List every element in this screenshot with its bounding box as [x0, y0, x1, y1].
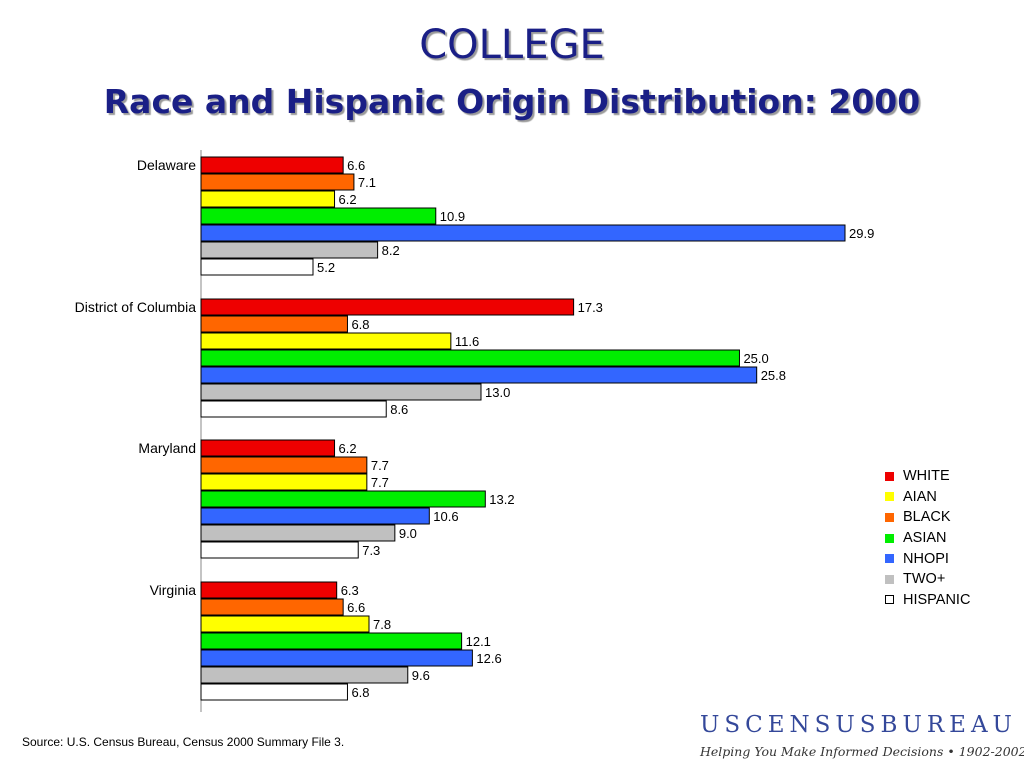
- legend-label: WHITE: [903, 468, 950, 485]
- data-label: 7.7: [371, 458, 389, 473]
- data-label: 7.1: [358, 175, 376, 190]
- data-label: 9.6: [412, 668, 430, 683]
- category-label: Virginia: [150, 582, 197, 598]
- legend-item: BLACK: [885, 507, 970, 528]
- bar-nhopi: [200, 649, 473, 667]
- data-label: 8.6: [390, 402, 408, 417]
- bar-twoplus: [200, 241, 379, 259]
- data-label: 11.6: [455, 334, 479, 349]
- legend-item: WHITE: [885, 466, 970, 487]
- chart-title: COLLEGE: [419, 22, 605, 68]
- data-label: 6.6: [347, 600, 365, 615]
- bar-nhopi: [200, 224, 846, 242]
- legend-swatch: [885, 492, 894, 502]
- legend-item: ASIAN: [885, 528, 970, 549]
- bar-nhopi: [200, 507, 430, 525]
- data-label: 6.2: [339, 441, 357, 456]
- data-label: 10.9: [440, 209, 465, 224]
- legend-label: AIAN: [903, 488, 937, 505]
- bar-aian: [200, 615, 370, 633]
- bar-twoplus: [200, 383, 482, 401]
- data-label: 7.3: [362, 543, 380, 558]
- bar-twoplus: [200, 666, 409, 684]
- legend-label: NHOPI: [903, 550, 949, 567]
- data-label: 8.2: [382, 243, 400, 258]
- bar-white: [200, 156, 344, 174]
- census-logo-tagline: Helping You Make Informed Decisions • 19…: [700, 744, 1024, 759]
- bar-black: [200, 598, 344, 616]
- legend-swatch: [885, 574, 894, 584]
- category-label: Delaware: [137, 157, 196, 173]
- source-note: Source: U.S. Census Bureau, Census 2000 …: [22, 735, 345, 749]
- bar-black: [200, 173, 355, 191]
- legend-label: ASIAN: [903, 530, 947, 547]
- bar-white: [200, 439, 336, 457]
- category-label: District of Columbia: [75, 299, 197, 315]
- data-label: 6.8: [351, 317, 369, 332]
- data-label: 10.6: [433, 509, 458, 524]
- legend-swatch: [885, 554, 894, 564]
- legend-item: HISPANIC: [885, 590, 970, 611]
- data-label: 6.3: [341, 583, 359, 598]
- data-label: 13.2: [489, 492, 514, 507]
- data-label: 17.3: [578, 300, 603, 315]
- bar-black: [200, 315, 348, 333]
- census-logo-name: USCENSUSBUREAU: [700, 712, 1017, 738]
- bar-asian: [200, 207, 437, 225]
- bar-aian: [200, 190, 336, 208]
- bar-hispanic: [200, 400, 387, 418]
- bar-black: [200, 456, 368, 474]
- data-label: 12.6: [476, 651, 501, 666]
- data-label: 5.2: [317, 260, 335, 275]
- legend-swatch: [885, 512, 894, 522]
- category-label: Maryland: [138, 440, 196, 456]
- legend-swatch: [885, 533, 894, 543]
- data-label: 7.7: [371, 475, 389, 490]
- bar-white: [200, 298, 575, 316]
- data-label: 13.0: [485, 385, 510, 400]
- census-bureau-logo: USCENSUSBUREAU Helping You Make Informed…: [700, 712, 1024, 759]
- data-label: 6.6: [347, 158, 365, 173]
- legend-label: TWO+: [903, 571, 946, 588]
- chart-legend: WHITE AIAN BLACK ASIAN NHOPI TWO+ HISPANIC: [885, 466, 970, 610]
- bar-asian: [200, 349, 740, 367]
- data-label: 25.8: [761, 368, 786, 383]
- bar-white: [200, 581, 338, 599]
- bar-twoplus: [200, 524, 396, 542]
- data-label: 25.0: [743, 351, 768, 366]
- bar-hispanic: [200, 258, 314, 276]
- data-label: 7.8: [373, 617, 391, 632]
- data-label: 29.9: [849, 226, 874, 241]
- bar-hispanic: [200, 541, 359, 559]
- bar-asian: [200, 490, 486, 508]
- bar-hispanic: [200, 683, 348, 701]
- legend-item: AIAN: [885, 487, 970, 508]
- legend-item: TWO+: [885, 569, 970, 590]
- data-label: 9.0: [399, 526, 417, 541]
- bar-nhopi: [200, 366, 758, 384]
- data-label: 6.8: [351, 685, 369, 700]
- legend-swatch: [885, 595, 894, 605]
- legend-label: BLACK: [903, 509, 951, 526]
- chart-subtitle: Race and Hispanic Origin Distribution: 2…: [103, 82, 921, 121]
- data-label: 12.1: [466, 634, 491, 649]
- bar-aian: [200, 332, 452, 350]
- data-label: 6.2: [339, 192, 357, 207]
- legend-item: NHOPI: [885, 548, 970, 569]
- bar-aian: [200, 473, 368, 491]
- legend-swatch: [885, 471, 894, 481]
- bar-asian: [200, 632, 463, 650]
- legend-label: HISPANIC: [903, 591, 971, 608]
